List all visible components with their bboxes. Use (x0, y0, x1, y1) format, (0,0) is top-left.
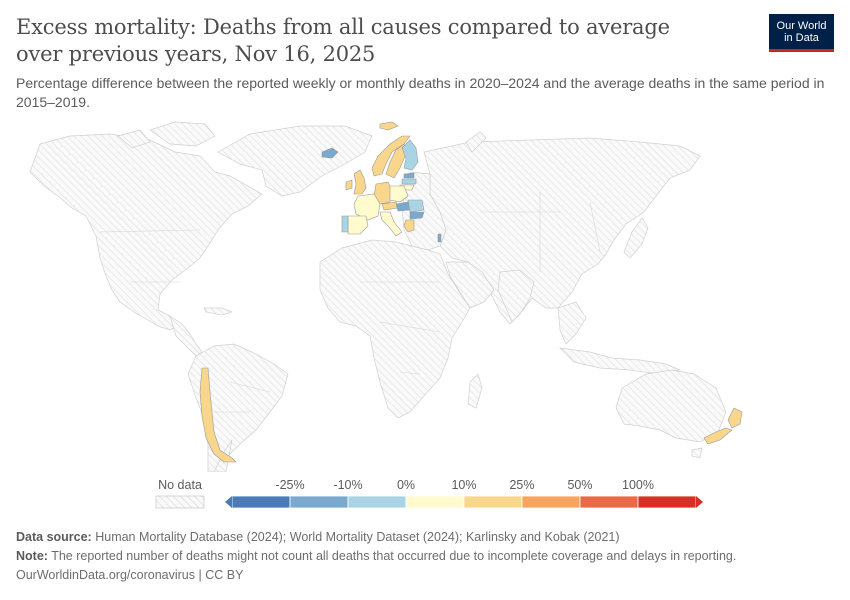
logo-line-2: in Data (784, 32, 819, 44)
url-line: OurWorldinData.org/coronavirus | CC BY (16, 566, 836, 585)
country-finland[interactable] (401, 139, 419, 171)
legend-arrow-right (696, 496, 703, 508)
world-map[interactable] (0, 112, 850, 473)
country-estonia[interactable] (403, 172, 415, 179)
madagascar[interactable] (467, 373, 483, 409)
legend-bin-7[interactable] (637, 495, 697, 509)
data-source-line: Data source: Human Mortality Database (2… (16, 528, 836, 547)
country-portugal[interactable] (341, 215, 349, 233)
legend-bin-6[interactable] (579, 495, 639, 509)
legend-no-data-label: No data (158, 478, 202, 492)
note-label: Note: (16, 549, 48, 563)
legend-arrow-left (225, 496, 232, 508)
canadian-arctic-islands[interactable] (117, 121, 216, 149)
country-israel[interactable] (437, 233, 442, 243)
country-hungary[interactable] (395, 201, 411, 212)
country-france[interactable] (353, 193, 381, 221)
color-legend: No data -25% -10% 0% 10% 25% 50% 100% (0, 472, 850, 512)
country-iceland[interactable] (321, 147, 339, 159)
legend-tick-label: 10% (451, 478, 476, 492)
data-source-label: Data source: (16, 530, 92, 544)
world-map-svg (29, 121, 743, 473)
central-america[interactable] (169, 315, 203, 357)
country-greece[interactable] (403, 219, 415, 233)
legend-bin-3[interactable] (405, 495, 465, 509)
country-italy[interactable] (379, 211, 403, 237)
country-spain[interactable] (347, 215, 369, 235)
legend-tick-label: -10% (333, 478, 362, 492)
country-svalbard[interactable] (379, 121, 399, 131)
owid-logo[interactable]: Our World in Data (769, 14, 834, 52)
chart-title: Excess mortality: Deaths from all causes… (16, 15, 670, 66)
legend-bin-1[interactable] (289, 495, 349, 509)
country-poland[interactable] (389, 185, 409, 203)
tasmania[interactable] (691, 447, 703, 459)
country-chile[interactable] (199, 367, 237, 463)
legend-no-data-swatch (155, 495, 205, 509)
legend-tick-label: -25% (275, 478, 304, 492)
note-line: Note: The reported number of deaths migh… (16, 547, 836, 566)
indonesia[interactable] (559, 347, 682, 375)
legend-bin-5[interactable] (521, 495, 581, 509)
footer: Data source: Human Mortality Database (2… (16, 528, 836, 585)
legend-bin-2[interactable] (347, 495, 407, 509)
legend-tick-label: 0% (397, 478, 415, 492)
asia[interactable] (423, 137, 701, 325)
chart-subtitle: Percentage difference between the report… (16, 75, 825, 110)
legend-tick-label: 100% (622, 478, 654, 492)
legend-bin-0[interactable] (231, 495, 291, 509)
logo-line-1: Our World (776, 20, 827, 32)
southeast-asia[interactable] (557, 301, 587, 345)
legend-bin-4[interactable] (463, 495, 523, 509)
legend-ticks: -25% -10% 0% 10% 25% 50% 100% (275, 478, 654, 492)
note-text: The reported number of deaths might not … (51, 549, 737, 563)
legend-bins (225, 495, 703, 509)
country-united-kingdom[interactable] (353, 169, 367, 195)
source-url-link[interactable]: OurWorldinData.org/coronavirus | CC BY (16, 568, 244, 582)
arabian-peninsula[interactable] (445, 261, 495, 309)
legend-tick-label: 25% (509, 478, 534, 492)
country-latvia[interactable] (401, 178, 417, 185)
australia[interactable] (615, 369, 727, 443)
country-bulgaria[interactable] (409, 211, 425, 220)
north-america[interactable] (29, 133, 263, 331)
legend-svg: No data -25% -10% 0% 10% 25% 50% 100% (155, 478, 703, 509)
legend-tick-label: 50% (567, 478, 592, 492)
greenland[interactable] (217, 125, 373, 197)
country-romania[interactable] (407, 199, 425, 213)
country-new-zealand[interactable] (703, 407, 743, 445)
india[interactable] (497, 269, 535, 323)
japan[interactable] (623, 217, 649, 259)
country-ireland[interactable] (345, 179, 353, 191)
novaya-zemlya[interactable] (465, 131, 487, 153)
caribbean[interactable] (203, 307, 234, 316)
data-source-text[interactable]: Human Mortality Database (2024); World M… (95, 530, 620, 544)
